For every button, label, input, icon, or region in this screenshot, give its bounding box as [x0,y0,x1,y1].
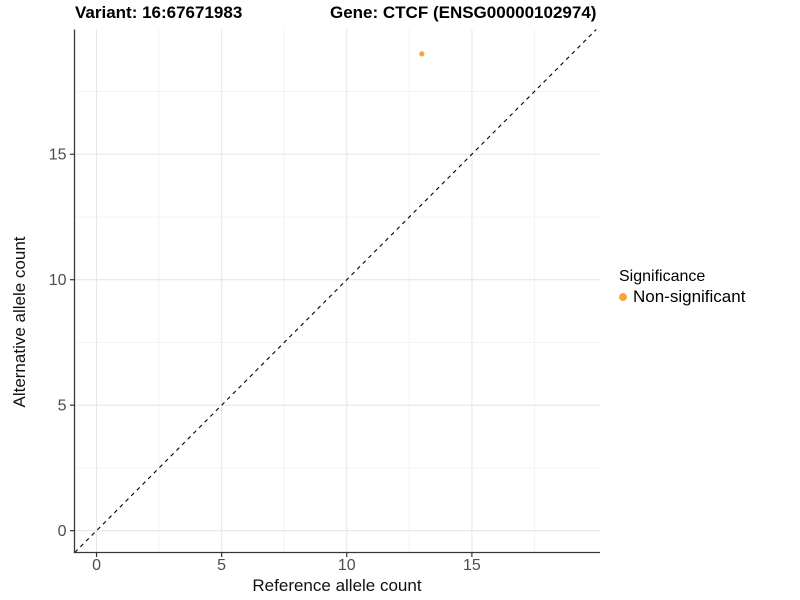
y-tick-label: 10 [49,272,67,289]
x-tick-label: 5 [217,557,226,574]
legend-entry-label: Non-significant [633,287,746,306]
data-point [419,51,425,57]
legend: Significance Non-significant [619,266,745,307]
plot-title-variant: Variant: 16:67671983 [75,3,243,22]
y-tick-label: 0 [58,523,67,540]
y-tick-label: 15 [49,147,67,164]
plot-title-gene: Gene: CTCF (ENSG00000102974) [330,3,597,22]
legend-entry: Non-significant [619,287,745,307]
identity-line [74,29,597,553]
x-tick-label: 15 [463,557,481,574]
y-tick-label: 5 [58,398,67,415]
x-tick-label: 0 [92,557,101,574]
legend-entries: Non-significant [619,287,745,307]
legend-point-icon [619,293,627,301]
x-tick-label: 10 [338,557,356,574]
legend-title: Significance [619,268,706,285]
x-axis-title: Reference allele count [252,576,422,595]
